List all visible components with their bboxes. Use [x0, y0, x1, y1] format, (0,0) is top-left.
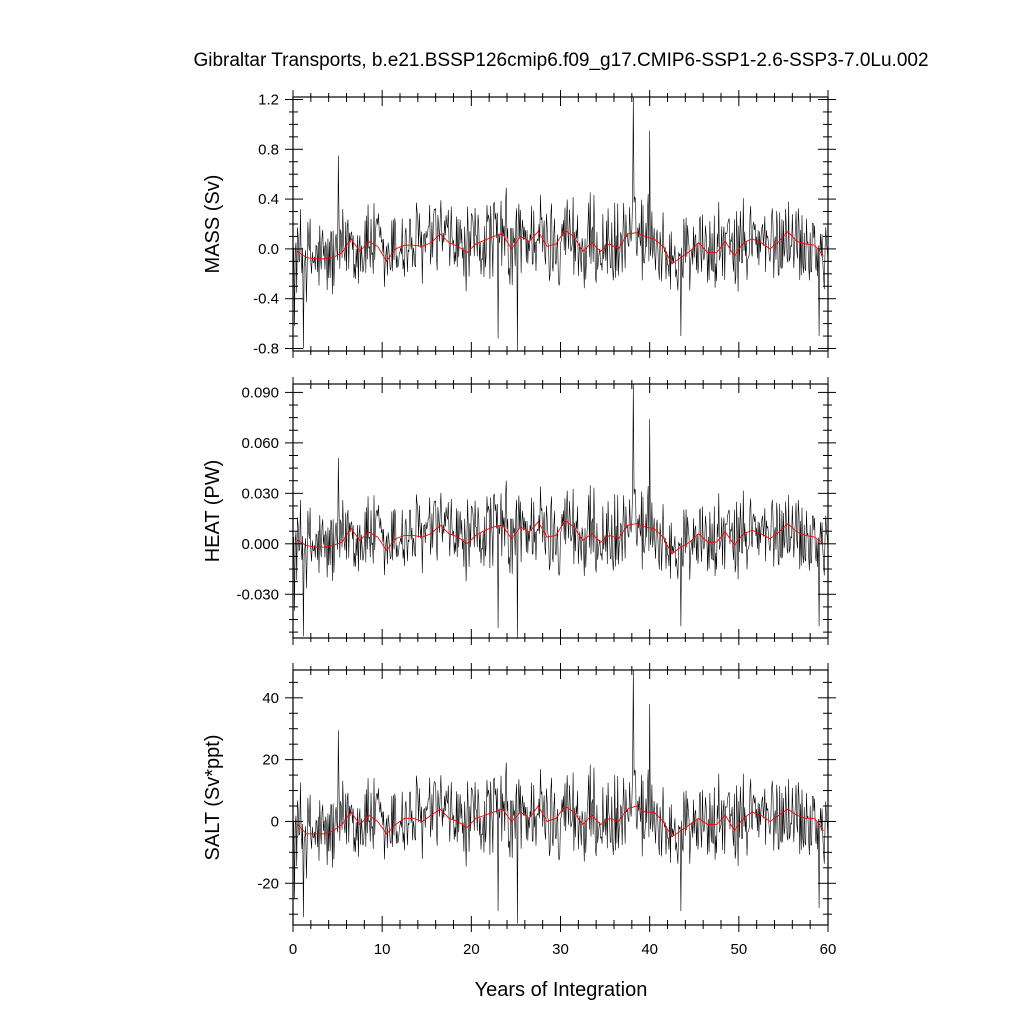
mass-y-axis-label: MASS (Sv) [202, 175, 224, 274]
heat-y-tick-label: 0.090 [241, 384, 279, 401]
x-tick-label: 30 [552, 941, 569, 958]
salt-y-tick-label: -20 [257, 875, 279, 892]
salt-y-tick-label: 40 [262, 690, 279, 707]
salt-annual-mean-line [297, 805, 824, 838]
heat-y-tick-label: -0.030 [236, 586, 279, 603]
x-tick-label: 0 [289, 941, 297, 958]
x-tick-label: 50 [730, 941, 747, 958]
mass-panel: -0.8 -0.4 0.0 0.4 0.8 1.2 MASS (Sv) [202, 90, 836, 358]
x-tick-label: 10 [374, 941, 391, 958]
heat-y-axis-label: HEAT (PW) [202, 460, 224, 563]
mass-monthly-series-line [292, 96, 829, 352]
x-tick-label: 40 [641, 941, 658, 958]
salt-y-axis-label: SALT (Sv*ppt) [202, 735, 224, 861]
heat-panel: -0.030 0.000 0.030 0.060 0.090 HEAT (PW) [202, 377, 836, 645]
x-tick-label: 60 [820, 941, 837, 958]
salt-plot-frame [292, 669, 829, 926]
mass-y-tick-label: 1.2 [258, 91, 279, 108]
mass-annual-mean-line [297, 229, 824, 265]
heat-annual-mean-line [297, 519, 824, 555]
mass-y-tick-label: -0.4 [253, 291, 279, 308]
chart-title: Gibraltar Transports, b.e21.BSSP126cmip6… [193, 50, 928, 71]
mass-y-tick-label: -0.8 [253, 341, 279, 358]
heat-monthly-series-line [292, 383, 829, 639]
salt-monthly-series-line [292, 669, 829, 924]
heat-y-tick-label: 0.060 [241, 435, 279, 452]
salt-panel: -20 0 20 40 SALT (Sv*ppt) 0 10 20 30 40 50 60 [202, 663, 836, 958]
x-axis-label: Years of Integration [475, 979, 648, 1001]
mass-plot-frame [292, 96, 829, 352]
salt-y-tick-label: 0 [271, 813, 279, 830]
mass-y-tick-label: 0.0 [258, 241, 279, 258]
heat-plot-frame [292, 383, 829, 639]
x-tick-label: 20 [463, 941, 480, 958]
salt-y-tick-label: 20 [262, 752, 279, 769]
heat-y-tick-label: 0.030 [241, 485, 279, 502]
mass-y-tick-label: 0.8 [258, 141, 279, 158]
heat-y-tick-label: 0.000 [241, 536, 279, 553]
mass-y-tick-label: 0.4 [258, 191, 279, 208]
